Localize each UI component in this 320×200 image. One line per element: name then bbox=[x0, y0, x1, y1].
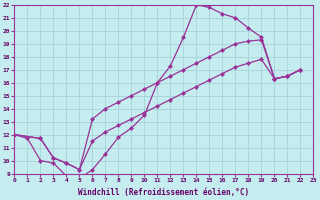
X-axis label: Windchill (Refroidissement éolien,°C): Windchill (Refroidissement éolien,°C) bbox=[78, 188, 250, 197]
